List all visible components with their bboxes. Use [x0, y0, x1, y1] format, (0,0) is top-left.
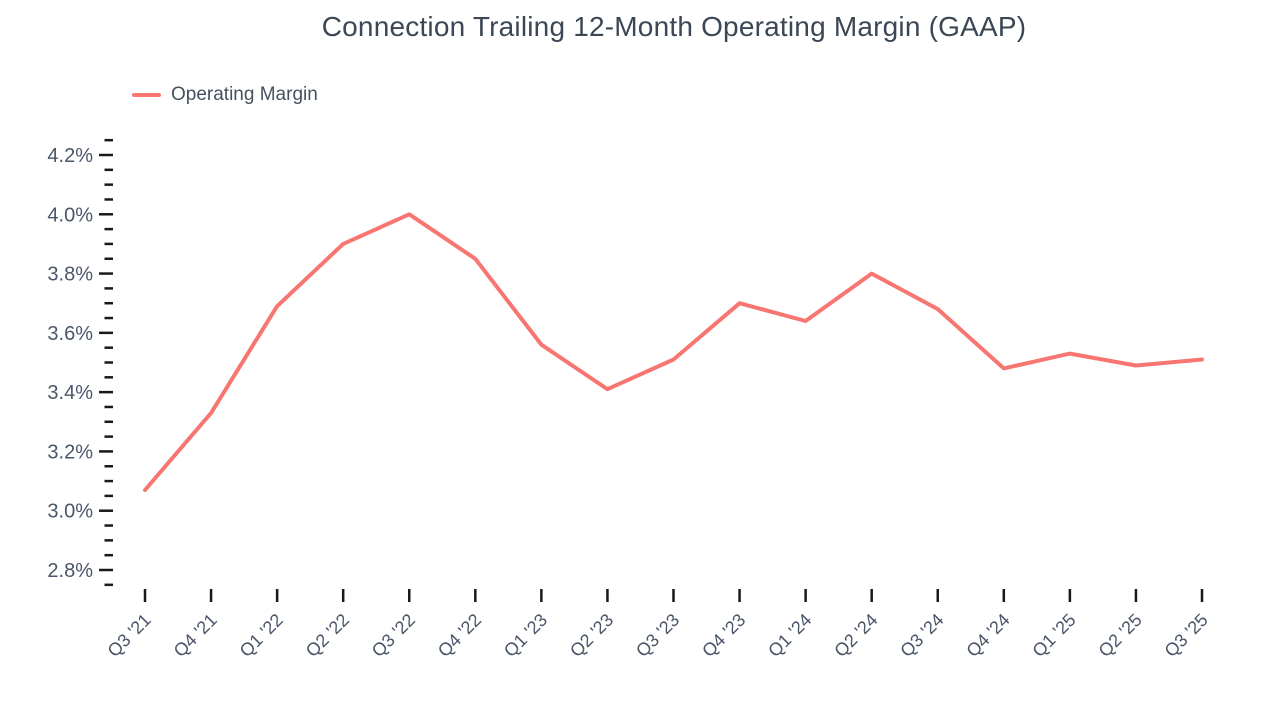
x-axis-tick-label: Q1 '22 [236, 610, 287, 661]
x-axis-tick-label: Q3 '25 [1161, 610, 1212, 661]
x-axis-tick-label: Q3 '24 [896, 610, 947, 661]
x-axis-tick-label: Q1 '25 [1028, 610, 1079, 661]
x-axis-tick-label: Q3 '23 [632, 610, 683, 661]
x-axis-tick-label: Q4 '24 [962, 610, 1013, 661]
legend-label: Operating Margin [171, 84, 318, 105]
x-axis-tick-label: Q2 '25 [1095, 610, 1146, 661]
chart-title: Connection Trailing 12-Month Operating M… [321, 11, 1027, 42]
x-axis-tick-label: Q4 '23 [698, 610, 749, 661]
y-axis-tick-label: 3.4% [47, 382, 93, 404]
y-axis-tick-label: 3.8% [47, 264, 93, 286]
y-axis-tick-label: 4.2% [47, 145, 93, 167]
x-axis-tick-label: Q3 '22 [368, 610, 419, 661]
x-axis-tick-label: Q1 '24 [764, 610, 815, 661]
legend: Operating Margin [132, 84, 318, 106]
x-axis-tick-label: Q2 '22 [302, 610, 353, 661]
y-axis-tick-label: 4.0% [47, 204, 93, 226]
y-axis-tick-label: 3.0% [47, 501, 93, 523]
x-axis-tick-label: Q2 '23 [566, 610, 617, 661]
series-line-operating-margin [143, 212, 1204, 492]
x-axis-tick-label: Q2 '24 [830, 610, 881, 661]
x-axis-tick-label: Q1 '23 [500, 610, 551, 661]
y-axis-tick-label: 2.8% [47, 560, 93, 582]
y-axis-tick-label: 3.6% [47, 323, 93, 345]
x-axis-tick-label: Q3 '21 [104, 610, 155, 661]
legend-line-swatch [132, 92, 161, 98]
x-axis-tick-label: Q4 '21 [170, 610, 221, 661]
x-axis-tick-label: Q4 '22 [434, 610, 485, 661]
y-axis-tick-label: 3.2% [47, 441, 93, 463]
